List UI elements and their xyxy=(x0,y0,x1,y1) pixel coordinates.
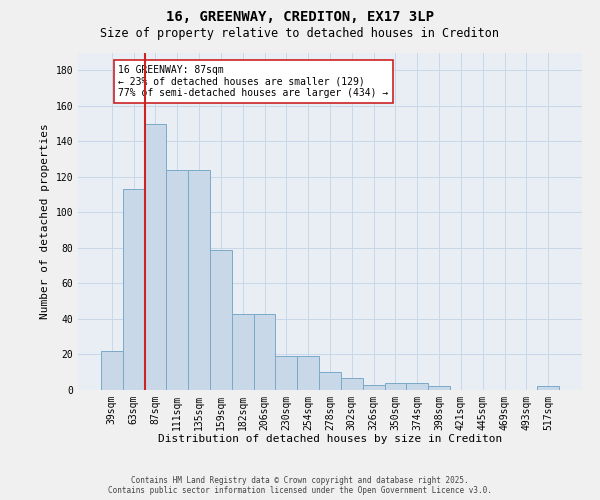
Bar xyxy=(363,384,385,390)
Bar xyxy=(232,314,254,390)
Text: 16, GREENWAY, CREDITON, EX17 3LP: 16, GREENWAY, CREDITON, EX17 3LP xyxy=(166,10,434,24)
Bar xyxy=(297,356,319,390)
Text: Size of property relative to detached houses in Crediton: Size of property relative to detached ho… xyxy=(101,28,499,40)
Bar xyxy=(406,383,428,390)
Bar xyxy=(537,386,559,390)
Bar xyxy=(101,351,123,390)
Bar xyxy=(210,250,232,390)
Bar xyxy=(123,190,145,390)
Bar xyxy=(385,383,406,390)
Bar xyxy=(166,170,188,390)
X-axis label: Distribution of detached houses by size in Crediton: Distribution of detached houses by size … xyxy=(158,434,502,444)
Bar xyxy=(275,356,297,390)
Text: Contains HM Land Registry data © Crown copyright and database right 2025.
Contai: Contains HM Land Registry data © Crown c… xyxy=(108,476,492,495)
Text: 16 GREENWAY: 87sqm
← 23% of detached houses are smaller (129)
77% of semi-detach: 16 GREENWAY: 87sqm ← 23% of detached hou… xyxy=(118,65,389,98)
Bar xyxy=(319,372,341,390)
Bar xyxy=(341,378,363,390)
Bar xyxy=(254,314,275,390)
Bar xyxy=(428,386,450,390)
Y-axis label: Number of detached properties: Number of detached properties xyxy=(40,124,50,319)
Bar xyxy=(145,124,166,390)
Bar xyxy=(188,170,210,390)
